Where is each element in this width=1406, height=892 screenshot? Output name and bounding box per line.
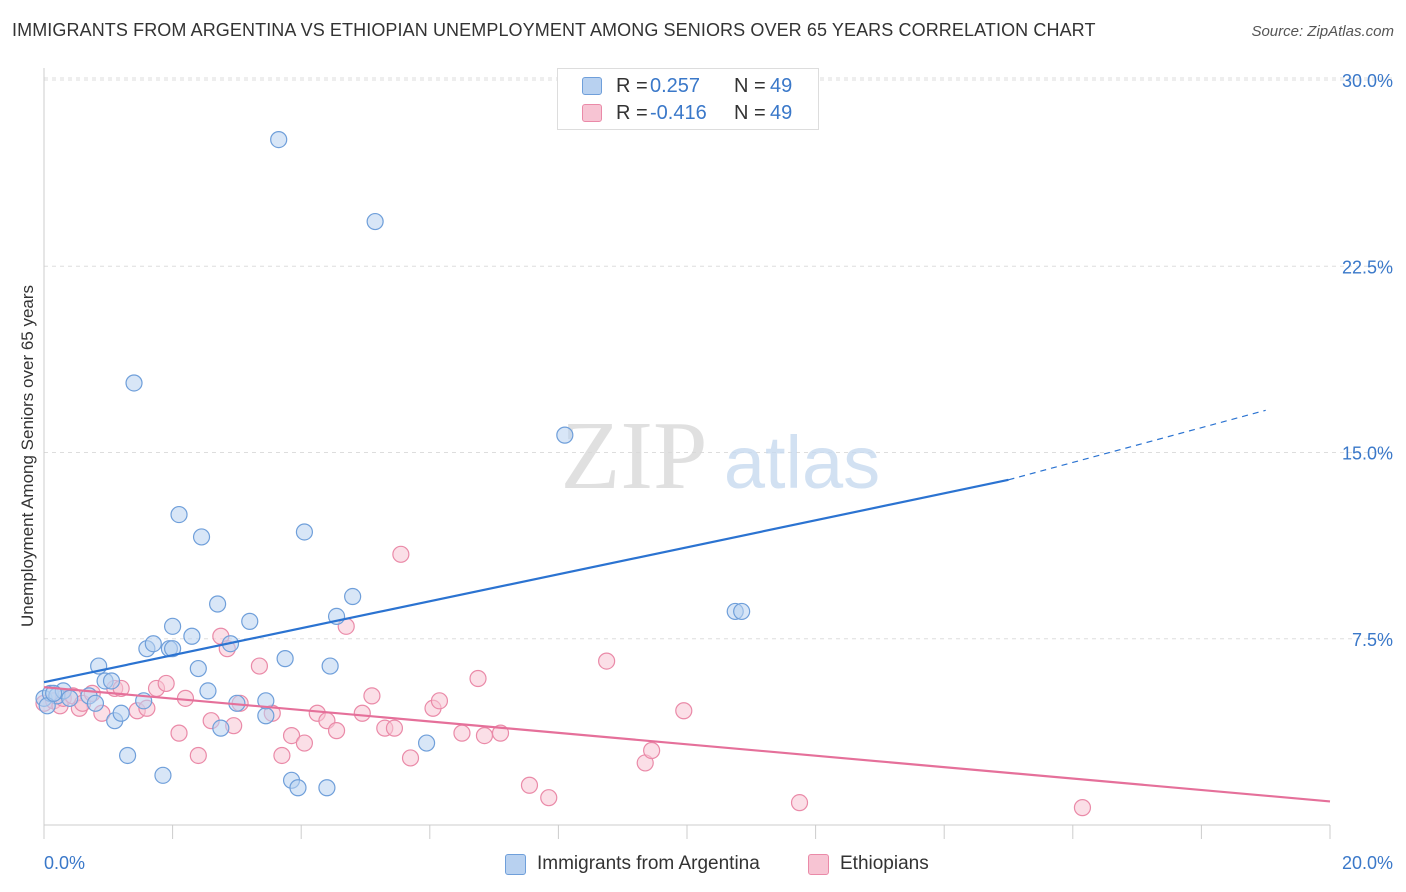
argentina-point xyxy=(154,766,172,784)
argentina-point xyxy=(295,523,314,541)
argentina-point xyxy=(257,707,275,725)
source-credit: Source: ZipAtlas.com xyxy=(1251,23,1394,40)
ethiopians-point xyxy=(475,726,494,745)
argentina-point xyxy=(164,640,182,658)
argentina-point xyxy=(170,505,188,524)
ethiopians-point xyxy=(385,719,404,737)
r-value: 0.257 xyxy=(650,75,701,97)
argentina-point xyxy=(125,374,143,392)
ethiopians-point xyxy=(430,692,449,710)
watermark-zip: ZIP xyxy=(561,402,708,510)
r-value: -0.416 xyxy=(650,102,707,124)
argentina-point xyxy=(164,617,182,635)
ethiopians-point xyxy=(453,724,471,742)
argentina-point xyxy=(417,734,436,752)
ethiopians-points xyxy=(35,545,1092,817)
ethiopians-swatch xyxy=(808,854,829,875)
argentina-point xyxy=(241,612,259,630)
ethiopians-point xyxy=(643,741,661,760)
ethiopians-point xyxy=(282,726,301,745)
correlation-legend: R = 0.257 N = 49 R = -0.416 N = 49 xyxy=(557,68,819,130)
watermark: ZIP atlas xyxy=(561,402,881,510)
argentina-point xyxy=(276,650,294,668)
n-label: N = xyxy=(734,75,766,97)
legend-label: Immigrants from Argentina xyxy=(537,853,760,874)
legend-label: Ethiopians xyxy=(840,853,929,874)
axes xyxy=(43,68,1331,839)
ethiopians-point xyxy=(250,657,269,675)
argentina-point xyxy=(289,779,307,797)
argentina-points xyxy=(35,131,751,797)
ethiopians-point xyxy=(675,702,693,720)
argentina-point xyxy=(61,689,79,707)
ethiopians-point xyxy=(189,746,207,765)
argentina-point xyxy=(212,719,230,737)
ethiopians-point xyxy=(170,724,188,742)
y-tick-label: 15.0% xyxy=(1342,444,1393,464)
argentina-point xyxy=(112,704,130,722)
argentina-swatch xyxy=(582,77,602,95)
ethiopians-point xyxy=(273,746,291,765)
argentina-point xyxy=(144,635,162,653)
argentina-point xyxy=(366,212,384,231)
argentina-point xyxy=(183,627,201,645)
argentina-point xyxy=(344,587,362,606)
argentina-point xyxy=(102,672,121,690)
y-tick-label: 22.5% xyxy=(1342,257,1393,277)
y-tick-label: 30.0% xyxy=(1342,71,1393,91)
ethiopians-point xyxy=(401,749,420,767)
ethiopians-point xyxy=(327,722,346,740)
ethiopians-trend-line xyxy=(43,686,1331,803)
ethiopians-point xyxy=(295,734,314,752)
argentina-trend-extension xyxy=(1008,409,1266,481)
argentina-point xyxy=(192,528,211,546)
watermark-atlas: atlas xyxy=(724,421,880,504)
argentina-point xyxy=(209,595,227,613)
argentina-point xyxy=(556,426,574,444)
x-tick-label: 0.0% xyxy=(44,853,85,873)
argentina-point xyxy=(199,682,217,700)
ethiopians-point xyxy=(469,669,487,688)
ethiopians-point xyxy=(353,704,371,722)
x-tick-label: 20.0% xyxy=(1342,853,1393,873)
ethiopians-point xyxy=(790,794,809,812)
n-label: N = xyxy=(734,102,766,124)
tick-labels: 7.5% 15.0% 22.5% 30.0% 0.0% 20.0% xyxy=(44,71,1393,873)
argentina-trend-line xyxy=(43,478,1009,684)
ethiopians-point xyxy=(520,776,539,794)
argentina-point xyxy=(86,694,105,712)
r-label: R = xyxy=(616,102,648,124)
ethiopians-point xyxy=(540,789,558,807)
y-tick-label: 7.5% xyxy=(1352,630,1393,650)
grid-lines xyxy=(44,77,1395,640)
ethiopians-point xyxy=(598,652,616,670)
chart-title: IMMIGRANTS FROM ARGENTINA VS ETHIOPIAN U… xyxy=(12,20,1096,40)
argentina-point xyxy=(270,131,288,149)
ethiopians-point xyxy=(1073,799,1092,817)
n-value: 49 xyxy=(770,102,793,124)
series-legend: Immigrants from Argentina Ethiopians xyxy=(0,852,1406,878)
argentina-swatch xyxy=(505,854,526,875)
n-value: 49 xyxy=(770,75,793,97)
argentina-point xyxy=(257,692,275,710)
ethiopians-point xyxy=(363,687,381,705)
argentina-point xyxy=(733,602,751,621)
ethiopians-swatch xyxy=(582,104,602,122)
ethiopians-point xyxy=(157,674,175,693)
r-label: R = xyxy=(616,75,648,97)
trend-lines xyxy=(43,409,1331,803)
argentina-point xyxy=(189,659,207,678)
argentina-point xyxy=(318,779,336,797)
ethiopians-point xyxy=(392,545,410,563)
argentina-point xyxy=(118,746,137,765)
argentina-point xyxy=(321,657,339,675)
